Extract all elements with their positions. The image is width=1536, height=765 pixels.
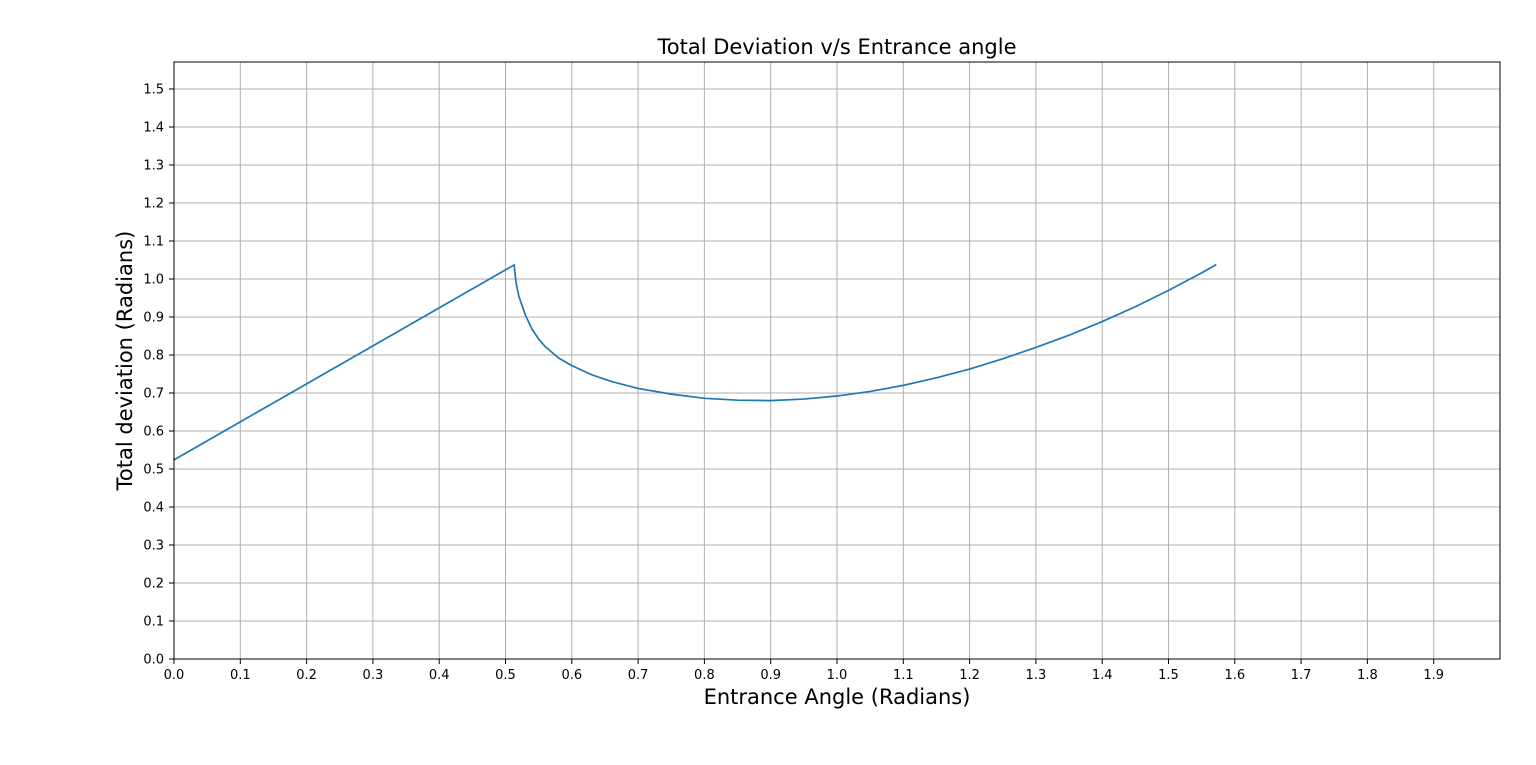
x-tick-label: 0.6 [561,668,582,683]
y-tick-label: 0.5 [143,462,164,477]
x-tick-label: 0.5 [495,668,516,683]
x-tick-label: 1.2 [959,668,980,683]
x-tick-label: 1.8 [1357,668,1378,683]
x-tick-label: 1.7 [1291,668,1312,683]
x-tick-label: 0.2 [296,668,317,683]
series-line-0 [172,263,1217,462]
x-tick-label: 1.5 [1158,668,1179,683]
x-tick-label: 1.4 [1092,668,1113,683]
x-tick-label: 1.9 [1423,668,1444,683]
x-tick-label: 0.8 [694,668,715,683]
x-tick-label: 0.0 [164,668,185,683]
y-tick-label: 1.0 [143,272,164,287]
x-tick-label: 0.9 [760,668,781,683]
series-layer [172,263,1217,462]
x-tick-label: 0.3 [363,668,384,683]
x-axis-label: Entrance Angle (Radians) [704,685,971,709]
y-tick-label: 1.1 [143,234,164,249]
x-tick-label: 0.4 [429,668,450,683]
y-tick-label: 0.8 [143,348,164,363]
x-tick-label: 0.1 [230,668,251,683]
y-tick-label: 0.6 [143,424,164,439]
y-tick-label: 1.5 [143,82,164,97]
y-tick-label: 1.3 [143,158,164,173]
y-tick-label: 1.2 [143,196,164,211]
y-tick-label: 1.4 [143,120,164,135]
y-tick-label: 0.0 [143,653,164,668]
x-tick-label: 0.7 [628,668,649,683]
ticks: 0.0 0.1 0.2 0.3 0.4 0.5 0.6 0.7 0.8 0.9 1.0 1.1 1.2 1… [143,82,1444,683]
y-tick-label: 0.7 [143,386,164,401]
y-tick-label: 0.4 [143,500,164,515]
x-tick-label: 1.1 [893,668,914,683]
grid [173,62,1500,660]
y-tick-label: 0.2 [143,576,164,591]
x-tick-label: 1.3 [1026,668,1047,683]
x-tick-label: 1.6 [1224,668,1245,683]
y-tick-label: 0.3 [143,538,164,553]
plot-area-frame [173,61,1501,660]
chart-title: Total Deviation v/s Entrance angle [657,35,1017,59]
y-axis-label: Total deviation (Radians) [113,231,137,492]
y-tick-label: 0.9 [143,310,164,325]
y-tick-label: 0.1 [143,614,164,629]
x-tick-label: 1.0 [827,668,848,683]
